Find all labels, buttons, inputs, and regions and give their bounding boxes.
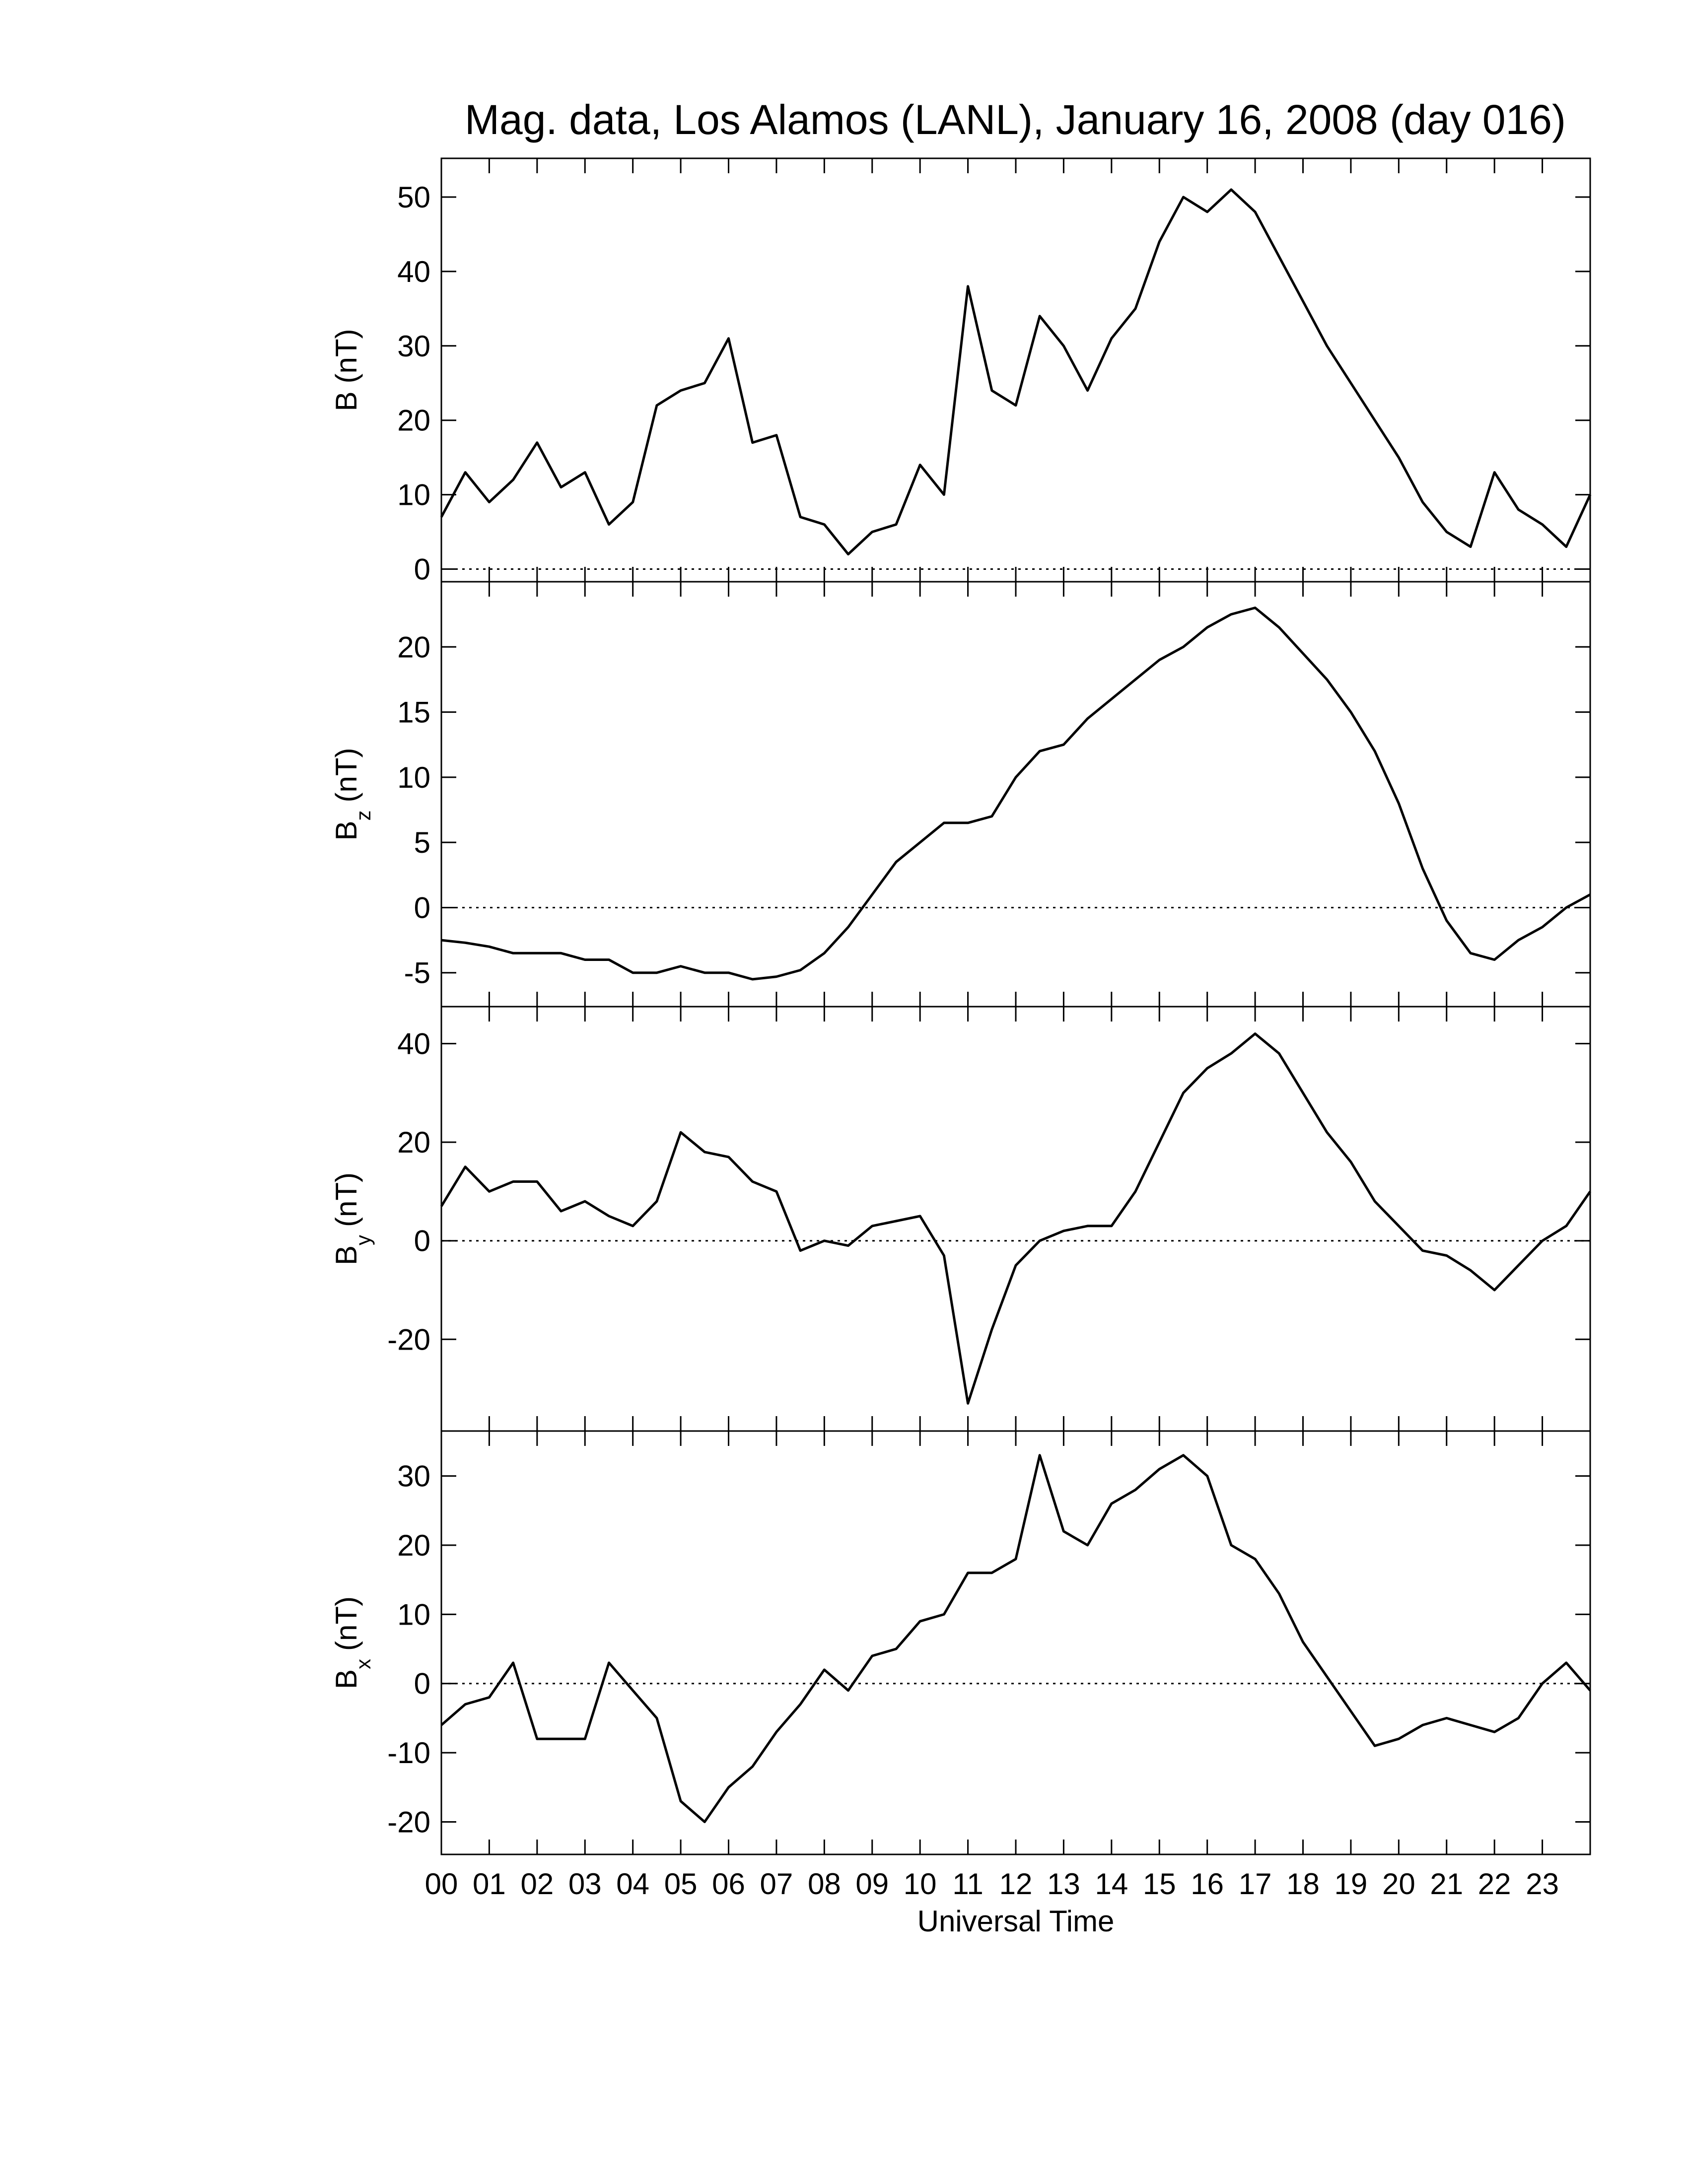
y-tick-label: 30 xyxy=(397,1460,430,1493)
y-tick-label: 0 xyxy=(414,1225,430,1258)
y-label-base: B xyxy=(330,1245,363,1265)
y-tick-label: 0 xyxy=(414,891,430,924)
x-tick-label: 00 xyxy=(425,1867,458,1901)
data-line xyxy=(440,1454,1591,1823)
x-tick-label: 10 xyxy=(904,1867,937,1901)
x-tick-label: 07 xyxy=(760,1867,793,1901)
y-tick-label: 40 xyxy=(397,1027,430,1060)
x-tick-label: 14 xyxy=(1095,1867,1128,1901)
x-tick-label: 04 xyxy=(616,1867,649,1901)
y-tick-label: 10 xyxy=(397,1598,430,1631)
chart-title: Mag. data, Los Alamos (LANL), January 16… xyxy=(465,96,1566,143)
x-tick-label: 21 xyxy=(1430,1867,1463,1901)
x-tick-label: 12 xyxy=(999,1867,1033,1901)
x-tick-label: 16 xyxy=(1191,1867,1224,1901)
y-label-base: B xyxy=(330,820,363,840)
data-line xyxy=(440,188,1592,555)
y-tick-label: 10 xyxy=(397,761,430,794)
y-label-unit: (nT) xyxy=(330,748,363,802)
y-label-sub: z xyxy=(352,810,375,820)
y-tick-label: 5 xyxy=(414,826,430,859)
x-tick-label: 19 xyxy=(1335,1867,1368,1901)
x-tick-label: 08 xyxy=(808,1867,841,1901)
y-label-base: B xyxy=(330,1669,363,1689)
y-tick-label: 20 xyxy=(397,1529,430,1562)
x-tick-label: 23 xyxy=(1526,1867,1559,1901)
y-label-sub: x xyxy=(352,1659,375,1669)
y-tick-label: 20 xyxy=(397,1126,430,1159)
x-tick-label: 01 xyxy=(473,1867,506,1901)
x-tick-label: 15 xyxy=(1143,1867,1176,1901)
x-tick-label: 22 xyxy=(1478,1867,1511,1901)
x-tick-label: 13 xyxy=(1047,1867,1080,1901)
y-tick-label: 20 xyxy=(397,630,430,664)
y-label-unit: (nT) xyxy=(330,1172,363,1227)
y-label-base: B xyxy=(330,391,363,411)
y-label-unit: (nT) xyxy=(330,329,363,383)
y-label-sub: y xyxy=(352,1235,375,1245)
plot-frame xyxy=(440,1430,1591,1855)
y-tick-label: 0 xyxy=(414,553,430,586)
y-label-unit: (nT) xyxy=(330,1596,363,1651)
data-line xyxy=(441,607,1591,981)
x-tick-label: 02 xyxy=(520,1867,554,1901)
y-tick-label: 0 xyxy=(414,1667,430,1701)
plot-frame xyxy=(440,581,1591,1008)
y-tick-label: -5 xyxy=(404,956,430,990)
x-tick-label: 11 xyxy=(952,1867,983,1901)
x-tick-label: 09 xyxy=(855,1867,889,1901)
plot-frame xyxy=(440,157,1591,583)
y-axis-label: B (nT) xyxy=(330,329,363,411)
x-axis-label: Universal Time xyxy=(917,1905,1115,1938)
y-tick-label: 40 xyxy=(397,255,430,288)
y-tick-label: 30 xyxy=(397,330,430,363)
y-tick-label: -10 xyxy=(387,1736,430,1770)
y-tick-label: 50 xyxy=(397,181,430,214)
y-tick-label: 10 xyxy=(397,478,430,512)
x-tick-label: 06 xyxy=(712,1867,745,1901)
x-tick-label: 20 xyxy=(1382,1867,1415,1901)
x-tick-label: 03 xyxy=(568,1867,602,1901)
y-tick-label: -20 xyxy=(387,1323,430,1356)
y-axis-label: Bz (nT) xyxy=(330,748,375,840)
x-tick-label: 05 xyxy=(664,1867,698,1901)
y-tick-label: 20 xyxy=(397,404,430,437)
x-tick-label: 17 xyxy=(1239,1867,1272,1901)
y-axis-label: By (nT) xyxy=(330,1172,375,1265)
y-tick-label: 15 xyxy=(397,696,430,729)
y-tick-label: -20 xyxy=(387,1805,430,1839)
data-line xyxy=(440,1032,1592,1405)
y-axis-label: Bx (nT) xyxy=(330,1596,375,1689)
x-tick-label: 18 xyxy=(1286,1867,1320,1901)
